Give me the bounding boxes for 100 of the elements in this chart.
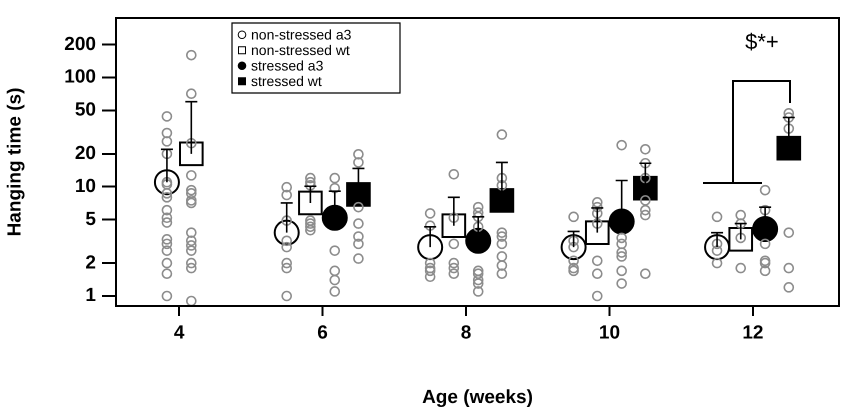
point (353, 157, 364, 168)
point (592, 218, 603, 229)
x-tick-label: 8 (460, 322, 472, 344)
y-axis-title: Hanging time (s) (4, 88, 26, 236)
point (640, 195, 651, 206)
point (584, 220, 610, 245)
point (305, 180, 316, 191)
y-tick-label: 2 (85, 252, 96, 274)
point (616, 232, 627, 244)
point (305, 215, 316, 226)
point (281, 236, 292, 246)
point (640, 144, 651, 155)
point (442, 213, 466, 238)
y-tick-label: 1 (85, 285, 96, 306)
point (616, 251, 627, 262)
point (783, 108, 794, 119)
point (281, 290, 292, 302)
point (186, 240, 197, 251)
point (712, 258, 722, 268)
point (329, 245, 340, 256)
point (424, 262, 436, 274)
point (735, 210, 746, 220)
point (783, 227, 794, 238)
point (568, 212, 579, 222)
point (186, 138, 197, 149)
point (179, 142, 204, 166)
point (640, 172, 651, 184)
point (162, 245, 172, 256)
y-tick-label: 5 (85, 208, 96, 230)
point (760, 255, 770, 266)
point (760, 258, 770, 268)
point (281, 190, 292, 200)
point (305, 172, 316, 184)
point (496, 238, 508, 250)
point (162, 212, 172, 224)
point (616, 140, 627, 150)
point (465, 228, 492, 254)
point (186, 170, 197, 181)
point (592, 208, 603, 219)
point (735, 262, 746, 274)
legend-label: non-stressed wt (251, 42, 350, 58)
point (162, 290, 172, 302)
point (568, 236, 579, 246)
point (162, 204, 172, 216)
x-tick-label: 10 (598, 322, 620, 344)
x-tick-label: 4 (174, 322, 185, 344)
point (448, 262, 460, 274)
point (329, 172, 340, 184)
point (329, 266, 340, 276)
point (496, 231, 508, 242)
point (448, 258, 460, 268)
point (472, 212, 484, 222)
point (472, 266, 484, 276)
point (568, 266, 579, 276)
point (592, 268, 603, 279)
point (592, 290, 603, 302)
point (490, 188, 514, 213)
point (496, 268, 508, 279)
point (472, 202, 484, 212)
x-tick-label: 6 (317, 322, 328, 344)
point (640, 210, 651, 220)
point (281, 242, 292, 252)
point (424, 220, 436, 231)
point (496, 129, 508, 140)
legend-label: non-stressed a3 (251, 26, 352, 43)
point (472, 207, 484, 218)
point (417, 234, 444, 260)
point (640, 158, 651, 169)
annotation: $*+ (745, 29, 779, 54)
point (353, 202, 364, 212)
point (592, 255, 603, 266)
point (162, 238, 172, 250)
point (712, 212, 722, 222)
point (760, 266, 770, 276)
point (353, 238, 364, 250)
point (298, 190, 323, 216)
point (305, 221, 316, 232)
point (472, 268, 484, 279)
point (186, 195, 197, 206)
point (496, 227, 508, 238)
point (616, 278, 627, 289)
point (162, 234, 172, 245)
point (783, 112, 794, 123)
point (281, 262, 292, 274)
point (329, 182, 340, 194)
point (448, 212, 460, 224)
point (568, 255, 579, 266)
point (752, 216, 778, 242)
point (162, 111, 172, 122)
point (305, 218, 316, 229)
point (424, 258, 436, 268)
point (186, 236, 197, 246)
point (281, 215, 292, 226)
point (472, 274, 484, 286)
y-tick-label: 100 (64, 66, 96, 88)
point (186, 188, 197, 199)
point (162, 148, 172, 160)
point (783, 262, 794, 274)
point (186, 88, 197, 100)
y-tick-label: 200 (64, 34, 96, 55)
